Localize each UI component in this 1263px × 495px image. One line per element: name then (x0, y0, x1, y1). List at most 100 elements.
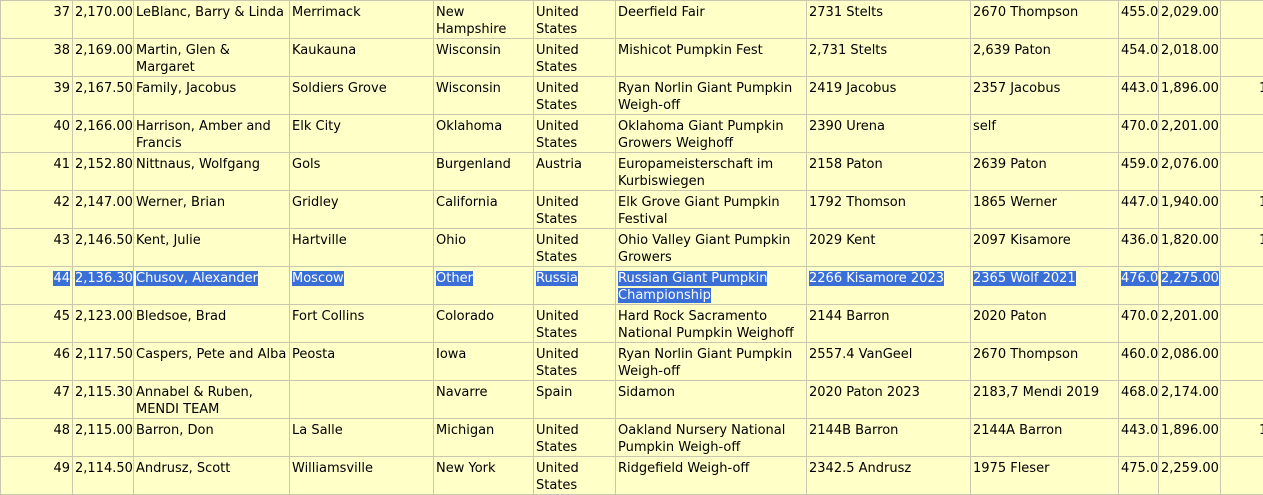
table-cell: Michigan (434, 419, 534, 457)
table-cell: Oklahoma Giant Pumpkin Growers Weighoff (616, 115, 807, 153)
table-cell: United States (534, 39, 616, 77)
table-cell: 41 (1, 153, 73, 191)
table-cell: 2,152.80 (73, 153, 134, 191)
table-cell: 2183,7 Mendi 2019 (971, 381, 1119, 419)
table-cell: 2020 Paton (971, 305, 1119, 343)
cell-text: 2,639 Paton (973, 43, 1051, 58)
cell-text: 2029 Kent (809, 233, 875, 248)
cell-text: Oklahoma (436, 119, 502, 134)
cell-text: United States (536, 347, 579, 379)
cell-text: Ryan Norlin Giant Pumpkin Weigh-off (618, 81, 792, 113)
cell-text: Martin, Glen & Margaret (136, 43, 230, 75)
table-cell: 1,940.00 (1159, 191, 1221, 229)
cell-text: Ryan Norlin Giant Pumpkin Weigh-off (618, 347, 792, 379)
table-cell: 2670 Thompson (971, 343, 1119, 381)
table-cell: Burgenland (434, 153, 534, 191)
table-cell: United States (534, 115, 616, 153)
cell-text: Andrusz, Scott (136, 461, 230, 476)
cell-text: 44 (53, 271, 70, 286)
table-cell: 2,275.00 (1159, 267, 1221, 305)
table-cell: Werner, Brian (134, 191, 290, 229)
cell-text: La Salle (292, 423, 343, 438)
cell-text: United States (536, 233, 579, 265)
cell-text: 2,115.00 (75, 423, 133, 438)
table-cell: 2390 Urena (807, 115, 971, 153)
table-cell: Elk City (290, 115, 434, 153)
cell-text: 2,169.00 (75, 43, 133, 58)
cell-text: self (973, 119, 996, 134)
cell-text: 2,152.80 (75, 157, 133, 172)
cell-text: 2,259.00 (1161, 461, 1219, 476)
cell-text: 1975 Fleser (973, 461, 1049, 476)
table-cell: self (971, 115, 1119, 153)
table-cell: Soldiers Grove (290, 77, 434, 115)
table-cell: 2,170.00 (73, 1, 134, 39)
table-cell: Wisconsin (434, 77, 534, 115)
cell-text: 1865 Werner (973, 195, 1057, 210)
table-cell: 2,639 Paton (971, 39, 1119, 77)
cell-text: Gols (292, 157, 320, 172)
table-cell: Hard Rock Sacramento National Pumpkin We… (616, 305, 807, 343)
cell-text: 2,201.00 (1161, 309, 1219, 324)
table-cell: 454.0 (1119, 39, 1159, 77)
table-cell: 2,086.00 (1159, 343, 1221, 381)
table-cell: 2,076.00 (1159, 153, 1221, 191)
cell-text: 2,731 Stelts (809, 43, 887, 58)
table-cell: 455.0 (1119, 1, 1159, 39)
cell-text: 2183,7 Mendi 2019 (973, 385, 1099, 400)
cell-text: 2,166.00 (75, 119, 133, 134)
cell-text: Nittnaus, Wolfgang (136, 157, 260, 172)
cell-text: 2670 Thompson (973, 5, 1078, 20)
cell-text: 1,940.00 (1161, 195, 1219, 210)
table-cell: 44 (1, 267, 73, 305)
table-cell: 2,117.50 (73, 343, 134, 381)
cell-text: United States (536, 119, 579, 151)
cell-text: 2,275.00 (1161, 271, 1219, 286)
table-cell: 43 (1, 229, 73, 267)
table-cell: 2,166.00 (73, 115, 134, 153)
table-cell: Spain (534, 381, 616, 419)
table-cell: 2,123.00 (73, 305, 134, 343)
table-cell: 2,115.30 (73, 381, 134, 419)
table-cell: 2,018.00 (1159, 39, 1221, 77)
table-cell: Other (434, 267, 534, 305)
table-cell: 2639 Paton (971, 153, 1119, 191)
cell-text: 2390 Urena (809, 119, 885, 134)
cell-text: 443.0 (1121, 81, 1158, 96)
cell-text: Deerfield Fair (618, 5, 705, 20)
table-cell: United States (534, 343, 616, 381)
cell-text: United States (536, 195, 579, 227)
cell-text: 2365 Wolf 2021 (973, 271, 1076, 286)
table-cell: 2158 Paton (807, 153, 971, 191)
cell-text: 2266 Kisamore 2023 (809, 271, 944, 286)
table-cell: 4.0 (1221, 153, 1263, 191)
table-cell: 2,201.00 (1159, 305, 1221, 343)
cell-text: Kent, Julie (136, 233, 201, 248)
cell-text: 455.0 (1121, 5, 1158, 20)
table-cell: Annabel & Ruben, MENDI TEAM (134, 381, 290, 419)
cell-text: 38 (53, 43, 70, 58)
cell-text: 2,123.00 (75, 309, 133, 324)
table-cell: Caspers, Pete and Alba (134, 343, 290, 381)
table-cell: Kaukauna (290, 39, 434, 77)
cell-text: 2144 Barron (809, 309, 889, 324)
cell-text: 2670 Thompson (973, 347, 1078, 362)
cell-text: Oklahoma Giant Pumpkin Growers Weighoff (618, 119, 784, 151)
table-cell: Ohio (434, 229, 534, 267)
table-cell: Sidamon (616, 381, 807, 419)
table-cell: United States (534, 229, 616, 267)
cell-text: 2097 Kisamore (973, 233, 1071, 248)
table-cell: Wisconsin (434, 39, 534, 77)
